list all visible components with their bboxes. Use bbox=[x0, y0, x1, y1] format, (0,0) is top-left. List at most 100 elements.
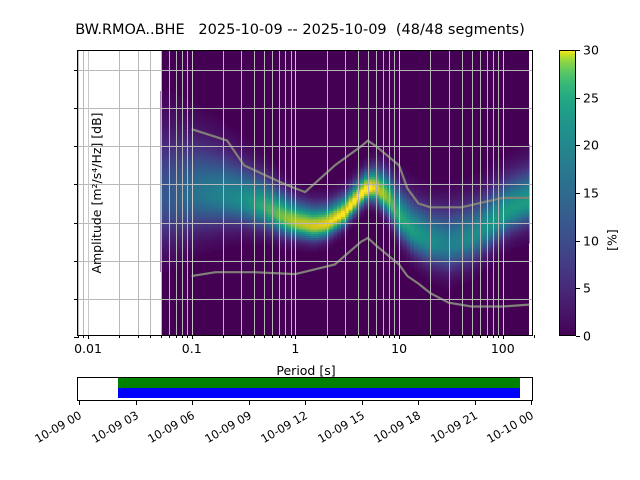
psd-histogram-cell bbox=[390, 163, 395, 166]
psd-histogram-cell bbox=[513, 228, 518, 231]
psd-histogram-cell bbox=[414, 190, 418, 193]
psd-histogram-cell bbox=[341, 180, 345, 183]
psd-histogram-cell bbox=[187, 136, 192, 139]
psd-histogram-cell bbox=[275, 174, 280, 177]
psd-histogram-cell bbox=[498, 205, 503, 208]
psd-histogram-cell bbox=[483, 188, 487, 191]
psd-histogram-cell bbox=[444, 192, 449, 194]
psd-histogram-cell bbox=[433, 230, 438, 233]
psd-histogram-cell bbox=[487, 262, 491, 265]
psd-histogram-cell bbox=[175, 148, 180, 151]
psd-histogram-cell bbox=[237, 178, 242, 181]
psd-histogram-cell bbox=[198, 155, 203, 158]
psd-histogram-cell bbox=[191, 192, 196, 194]
psd-histogram-cell bbox=[202, 205, 207, 208]
psd-histogram-cell bbox=[225, 220, 230, 223]
psd-histogram-cell bbox=[371, 159, 376, 162]
psd-histogram-cell bbox=[260, 176, 265, 179]
psd-histogram-cell bbox=[187, 190, 192, 193]
psd-histogram-cell bbox=[218, 132, 222, 135]
psd-histogram-cell bbox=[371, 173, 376, 175]
psd-histogram-cell bbox=[314, 201, 318, 204]
psd-histogram-cell bbox=[467, 270, 472, 273]
psd-histogram-cell bbox=[160, 247, 165, 250]
psd-histogram-cell bbox=[414, 270, 418, 273]
psd-histogram-cell bbox=[302, 251, 307, 254]
psd-histogram-cell bbox=[414, 256, 418, 259]
psd-histogram-cell bbox=[410, 203, 415, 206]
psd-histogram-cell bbox=[233, 174, 238, 177]
psd-histogram-cell bbox=[448, 264, 453, 267]
psd-histogram-cell bbox=[433, 203, 438, 206]
psd-histogram-cell bbox=[452, 199, 457, 202]
psd-histogram-cell bbox=[256, 243, 261, 246]
psd-histogram-cell bbox=[210, 153, 215, 156]
psd-histogram-cell bbox=[245, 142, 249, 145]
psd-histogram-cell bbox=[218, 232, 222, 235]
psd-histogram-cell bbox=[314, 249, 318, 252]
psd-histogram-cell bbox=[168, 226, 173, 229]
psd-histogram-cell bbox=[475, 180, 480, 183]
psd-histogram-cell bbox=[256, 209, 261, 212]
psd-histogram-cell bbox=[329, 203, 334, 206]
psd-histogram-cell bbox=[172, 207, 176, 210]
psd-histogram-cell bbox=[160, 205, 165, 208]
psd-histogram-cell bbox=[341, 207, 345, 210]
psd-histogram-cell bbox=[417, 186, 422, 189]
psd-histogram-cell bbox=[241, 237, 246, 240]
psd-histogram-cell bbox=[471, 266, 476, 269]
psd-histogram-cell bbox=[183, 144, 188, 147]
psd-histogram-cell bbox=[214, 201, 219, 204]
psd-histogram-cell bbox=[291, 201, 295, 204]
psd-histogram-cell bbox=[271, 195, 276, 198]
psd-histogram-cell bbox=[202, 235, 207, 238]
psd-histogram-cell bbox=[218, 203, 222, 206]
psd-histogram-cell bbox=[275, 220, 280, 223]
psd-histogram-cell bbox=[452, 255, 457, 257]
psd-histogram-cell bbox=[172, 190, 176, 193]
psd-histogram-cell bbox=[214, 153, 219, 156]
psd-histogram-cell bbox=[502, 216, 507, 219]
psd-histogram-cell bbox=[191, 195, 196, 198]
psd-histogram-cell bbox=[406, 228, 411, 231]
psd-histogram-cell bbox=[191, 216, 196, 219]
psd-histogram-cell bbox=[475, 256, 480, 259]
psd-histogram-cell bbox=[248, 165, 253, 168]
psd-histogram-cell bbox=[237, 136, 242, 139]
psd-histogram-cell bbox=[172, 96, 176, 99]
psd-histogram-cell bbox=[195, 165, 199, 168]
psd-histogram-cell bbox=[444, 256, 449, 259]
psd-histogram-cell bbox=[494, 195, 499, 198]
psd-histogram-cell bbox=[306, 186, 311, 189]
psd-histogram-cell bbox=[417, 178, 422, 181]
psd-histogram-cell bbox=[406, 194, 411, 196]
psd-histogram-cell bbox=[164, 224, 169, 227]
psd-histogram-cell bbox=[214, 155, 219, 158]
psd-histogram-cell bbox=[467, 207, 472, 210]
psd-histogram-cell bbox=[406, 262, 411, 265]
psd-histogram-cell bbox=[525, 218, 530, 221]
psd-histogram-cell bbox=[198, 112, 203, 114]
psd-histogram-cell bbox=[433, 228, 438, 231]
psd-histogram-cell bbox=[271, 237, 276, 240]
psd-histogram-cell bbox=[375, 214, 380, 217]
psd-histogram-cell bbox=[160, 214, 165, 217]
psd-histogram-cell bbox=[394, 180, 399, 183]
psd-histogram-cell bbox=[494, 174, 499, 177]
psd-histogram-cell bbox=[398, 194, 403, 196]
psd-histogram-cell bbox=[260, 214, 265, 217]
psd-histogram-cell bbox=[287, 230, 292, 233]
psd-histogram-cell bbox=[498, 201, 503, 204]
psd-histogram-cell bbox=[268, 214, 272, 217]
psd-histogram-cell bbox=[260, 205, 265, 208]
psd-histogram-cell bbox=[452, 262, 457, 265]
psd-histogram-cell bbox=[513, 214, 518, 217]
psd-histogram-cell bbox=[248, 194, 253, 196]
psd-histogram-cell bbox=[214, 134, 219, 137]
psd-histogram-cell bbox=[467, 232, 472, 235]
psd-histogram-cell bbox=[183, 125, 188, 128]
psd-histogram-cell bbox=[321, 216, 326, 219]
psd-histogram-cell bbox=[402, 203, 407, 206]
psd-histogram-cell bbox=[168, 186, 173, 189]
psd-histogram-cell bbox=[214, 123, 219, 126]
